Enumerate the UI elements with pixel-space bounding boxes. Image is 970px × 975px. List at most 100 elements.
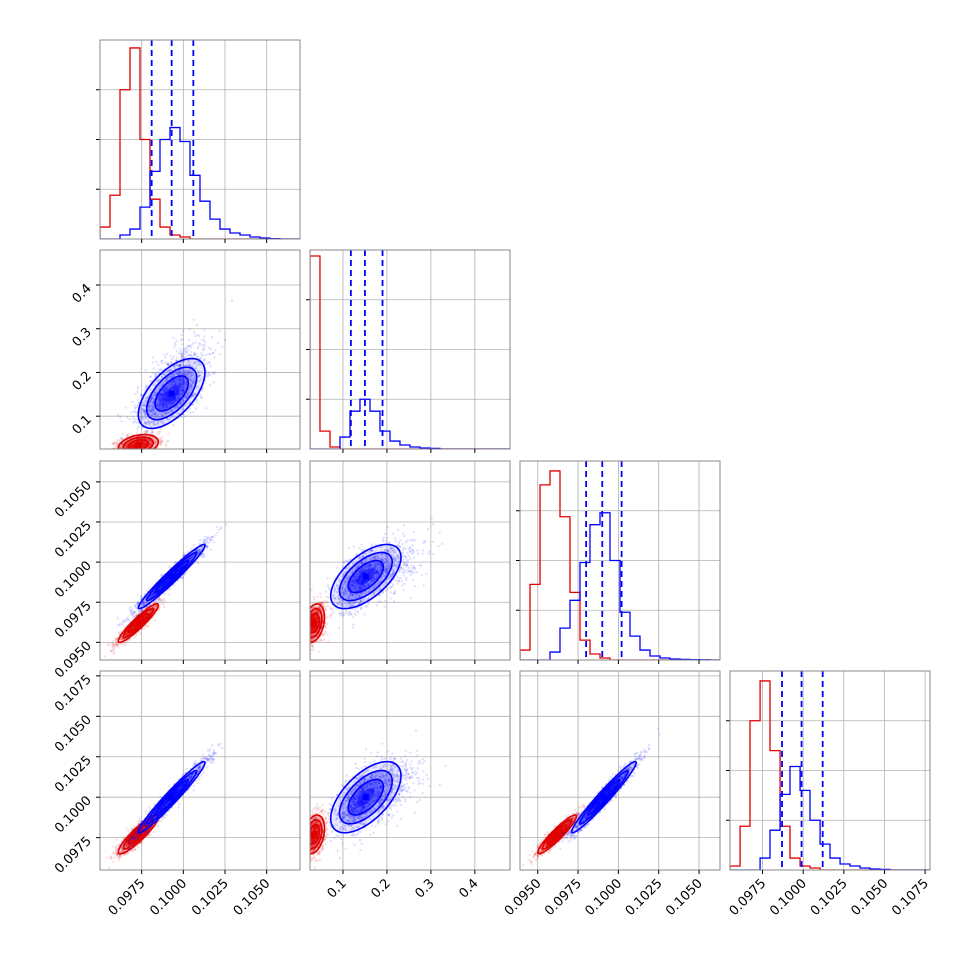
scatter-point xyxy=(163,354,165,356)
scatter-point xyxy=(134,393,136,395)
scatter-point xyxy=(167,432,169,434)
peak-red xyxy=(135,620,141,626)
scatter-point xyxy=(131,450,133,452)
scatter-point xyxy=(204,555,206,557)
scatter-point xyxy=(201,339,203,341)
scatter-point xyxy=(137,450,139,452)
scatter-point xyxy=(194,335,196,337)
scatter-point xyxy=(126,434,128,436)
scatter-point xyxy=(143,450,145,452)
scatter-point xyxy=(199,343,201,345)
scatter-point xyxy=(163,592,165,594)
scatter-point xyxy=(225,523,227,525)
scatter-point xyxy=(146,430,148,432)
scatter-point xyxy=(127,615,129,617)
scatter-point xyxy=(149,376,151,378)
scatter-point xyxy=(138,450,140,452)
scatter-point xyxy=(128,418,130,420)
scatter-point xyxy=(130,412,132,414)
scatter-point xyxy=(183,353,185,355)
scatter-point xyxy=(123,449,125,451)
scatter-point xyxy=(125,450,127,452)
scatter-point xyxy=(114,450,116,452)
scatter-point xyxy=(202,354,204,356)
scatter-point xyxy=(159,439,161,441)
scatter-point xyxy=(173,346,175,348)
scatter-point xyxy=(131,450,133,452)
scatter-point xyxy=(125,449,127,451)
scatter-point xyxy=(203,335,205,337)
scatter-point xyxy=(213,356,215,358)
scatter-point xyxy=(130,449,132,451)
scatter-point xyxy=(178,352,180,354)
scatter-point xyxy=(163,600,165,602)
scatter-point xyxy=(210,348,212,350)
scatter-point xyxy=(163,598,165,600)
scatter-point xyxy=(152,356,154,358)
scatter-point xyxy=(151,372,153,374)
scatter-point xyxy=(205,407,207,409)
histogram-red-series xyxy=(100,48,300,239)
scatter-point xyxy=(134,421,136,423)
scatter-point xyxy=(149,450,151,452)
scatter-point xyxy=(211,371,213,373)
scatter-point xyxy=(231,300,233,302)
scatter-point xyxy=(150,450,152,452)
histogram-panel-2 xyxy=(516,461,720,660)
scatter-point xyxy=(136,421,138,423)
scatter-panel-2-0 xyxy=(100,461,300,662)
scatter-point xyxy=(196,324,198,326)
scatter-point xyxy=(154,619,156,621)
scatter-point xyxy=(187,349,189,351)
scatter-point xyxy=(155,361,157,363)
scatter-point xyxy=(190,344,192,346)
scatter-point xyxy=(165,445,167,447)
scatter-point xyxy=(147,625,149,627)
scatter-point xyxy=(181,355,183,357)
scatter-point xyxy=(116,449,118,451)
scatter-point xyxy=(118,439,120,441)
scatter-point xyxy=(139,632,141,634)
scatter-point xyxy=(166,353,168,355)
scatter-point xyxy=(133,636,135,638)
scatter-point xyxy=(196,334,198,336)
scatter-point xyxy=(204,344,206,346)
scatter-point xyxy=(128,449,130,451)
scatter-point xyxy=(201,389,203,391)
scatter-point xyxy=(161,574,163,576)
scatter-point xyxy=(209,549,211,551)
scatter-point xyxy=(134,450,136,452)
scatter-point xyxy=(112,640,114,642)
scatter-point xyxy=(172,337,174,339)
scatter-point xyxy=(137,449,139,451)
histogram-blue-series xyxy=(100,128,300,239)
scatter-point xyxy=(217,342,219,344)
scatter-point xyxy=(157,364,159,366)
histogram-blue-series xyxy=(310,399,510,449)
scatter-point xyxy=(160,444,162,446)
scatter-point xyxy=(127,624,129,626)
scatter-point xyxy=(134,450,136,452)
scatter-point xyxy=(167,363,169,365)
scatter-point xyxy=(139,449,141,451)
scatter-point xyxy=(113,652,115,654)
scatter-point xyxy=(182,330,184,332)
scatter-point xyxy=(181,334,183,336)
scatter-point xyxy=(208,362,210,364)
scatter-point xyxy=(208,371,210,373)
scatter-point xyxy=(203,360,205,362)
scatter-point xyxy=(134,406,136,408)
scatter-point xyxy=(135,450,137,452)
scatter-point xyxy=(114,645,116,647)
scatter-point xyxy=(139,449,141,451)
scatter-point xyxy=(137,388,139,390)
scatter-point xyxy=(168,593,170,595)
scatter-point xyxy=(162,362,164,364)
scatter-point xyxy=(189,346,191,348)
scatter-point xyxy=(137,449,139,451)
scatter-point xyxy=(122,450,124,452)
scatter-point xyxy=(116,439,118,441)
scatter-point xyxy=(104,655,106,657)
